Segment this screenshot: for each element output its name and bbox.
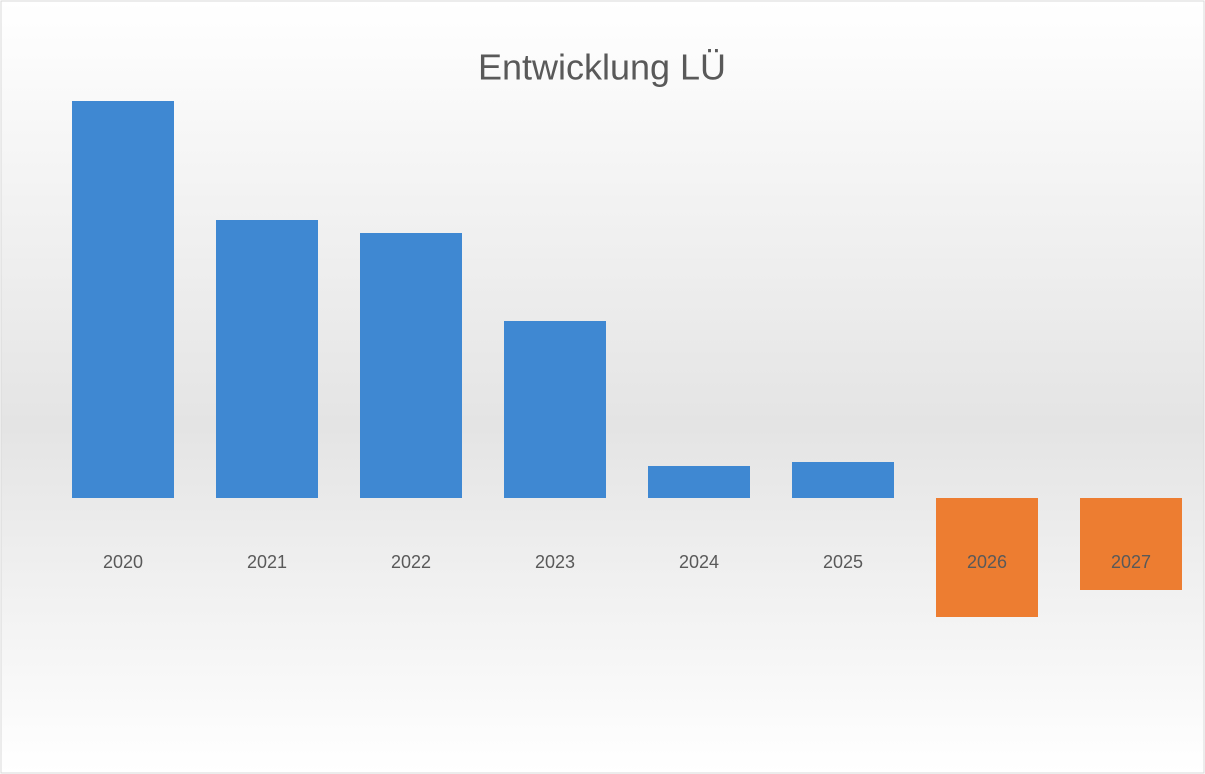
bar bbox=[504, 321, 606, 498]
chart-title: Entwicklung LÜ bbox=[478, 47, 726, 88]
bar bbox=[1080, 498, 1182, 590]
x-tick-label: 2023 bbox=[535, 552, 575, 572]
bar bbox=[648, 466, 750, 498]
x-tick-label: 2024 bbox=[679, 552, 719, 572]
x-tick-label: 2022 bbox=[391, 552, 431, 572]
bar bbox=[936, 498, 1038, 617]
bar bbox=[792, 462, 894, 498]
bar bbox=[360, 233, 462, 498]
bar bbox=[216, 220, 318, 498]
x-tick-label: 2021 bbox=[247, 552, 287, 572]
x-tick-label: 2027 bbox=[1111, 552, 1151, 572]
x-tick-label: 2025 bbox=[823, 552, 863, 572]
bar bbox=[72, 101, 174, 498]
x-tick-label: 2026 bbox=[967, 552, 1007, 572]
x-tick-label: 2020 bbox=[103, 552, 143, 572]
